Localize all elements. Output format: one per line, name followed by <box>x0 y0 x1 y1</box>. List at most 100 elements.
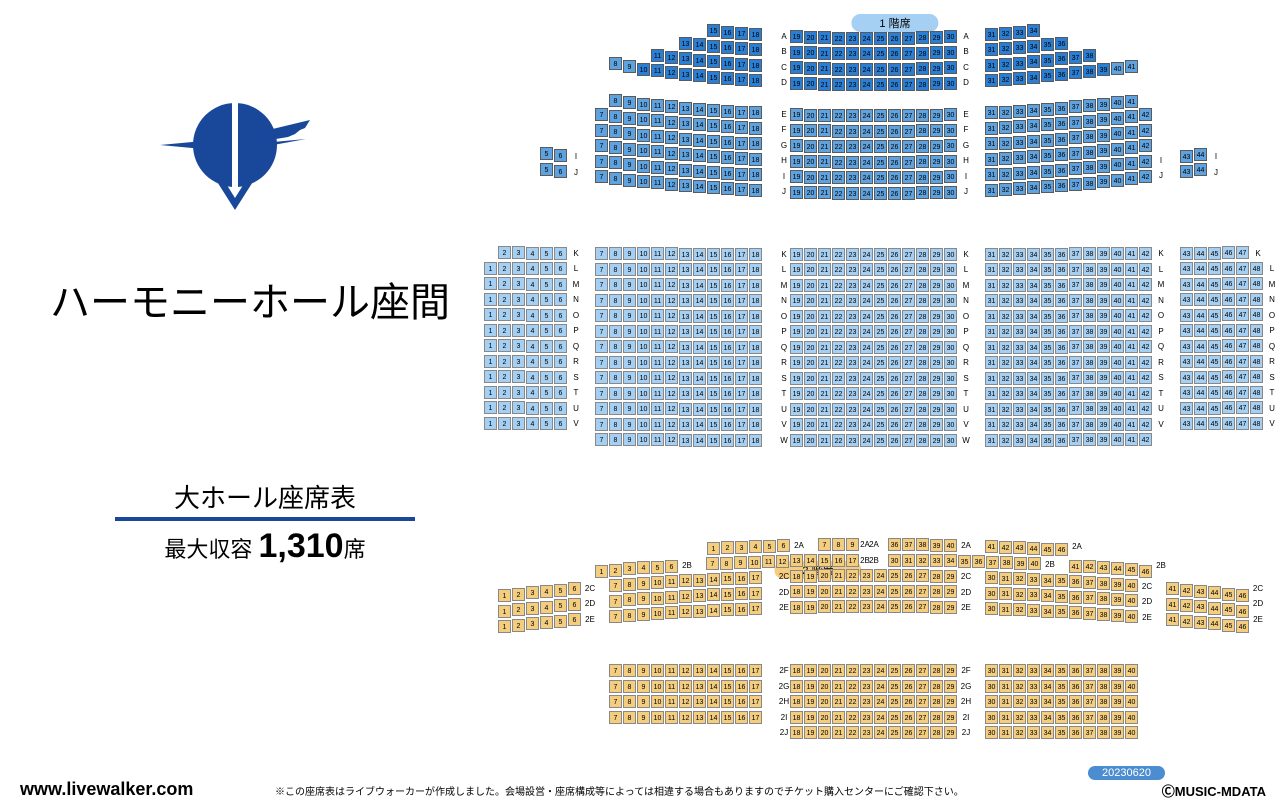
row-label: R <box>569 357 583 366</box>
row-label: U <box>569 404 583 413</box>
seat: 37 <box>1069 51 1082 64</box>
seat: 41 <box>1125 387 1138 400</box>
seat: 1 <box>484 355 497 368</box>
seat: 28 <box>930 601 943 614</box>
seat: 26 <box>888 325 901 338</box>
seat: 22 <box>832 356 845 369</box>
seat: 43 <box>1180 371 1193 384</box>
seat: 2 <box>498 246 511 259</box>
seat: 26 <box>888 356 901 369</box>
seat: 33 <box>1013 182 1026 195</box>
seat: 40 <box>1111 294 1124 307</box>
seat: 19 <box>790 46 803 59</box>
seat: 11 <box>651 325 664 338</box>
seat: 30 <box>944 170 957 183</box>
row-label: P <box>959 327 973 336</box>
seat: 29 <box>930 248 943 261</box>
seat: 6 <box>554 340 567 353</box>
row-label: Q <box>777 343 791 352</box>
seat: 29 <box>930 155 943 168</box>
date-badge: 20230620 <box>1088 766 1165 780</box>
seat: 35 <box>1041 180 1054 193</box>
hall-label: 大ホール座席表 <box>115 478 415 515</box>
seat: 34 <box>1027 166 1040 179</box>
seat: 38 <box>1083 161 1096 174</box>
seat: 13 <box>679 148 692 161</box>
seat: 12 <box>679 605 692 618</box>
seat: 20 <box>804 140 817 153</box>
seat: 14 <box>693 325 706 338</box>
seat: 15 <box>721 711 734 724</box>
seat: 22 <box>832 109 845 122</box>
seat: 13 <box>679 179 692 192</box>
seat: 36 <box>1055 341 1068 354</box>
seat: 11 <box>665 575 678 588</box>
row-label: N <box>1154 296 1168 305</box>
seat: 11 <box>651 340 664 353</box>
seat: 29 <box>944 664 957 677</box>
seat: 48 <box>1250 339 1263 352</box>
seat: 28 <box>916 263 929 276</box>
seat: 31 <box>985 248 998 261</box>
seat: 1 <box>498 605 511 618</box>
seat: 14 <box>693 310 706 323</box>
seat: 39 <box>1097 129 1110 142</box>
seat: 19 <box>804 664 817 677</box>
seat: 29 <box>930 294 943 307</box>
seat: 14 <box>693 248 706 261</box>
seat: 33 <box>1027 726 1040 739</box>
seat: 32 <box>999 294 1012 307</box>
seat: 26 <box>888 125 901 138</box>
seat: 28 <box>916 109 929 122</box>
seat: 34 <box>1041 711 1054 724</box>
seat: 13 <box>679 102 692 115</box>
seat: 12 <box>665 51 678 64</box>
seat: 45 <box>1125 563 1138 576</box>
seat: 25 <box>874 156 887 169</box>
row-label: 2J <box>959 728 973 737</box>
seat: 31 <box>999 664 1012 677</box>
seat: 33 <box>1013 167 1026 180</box>
seat: 16 <box>721 120 734 133</box>
seat: 43 <box>1180 324 1193 337</box>
seat: 37 <box>1069 247 1082 260</box>
seat: 29 <box>930 356 943 369</box>
seat: 35 <box>1041 418 1054 431</box>
seat: 17 <box>735 263 748 276</box>
row-label: 2A <box>959 541 973 550</box>
seat: 23 <box>846 140 859 153</box>
seat: 8 <box>609 387 622 400</box>
seat: 34 <box>1041 726 1054 739</box>
seat: 20 <box>818 600 831 613</box>
seat: 40 <box>1125 579 1138 592</box>
seat: 8 <box>609 278 622 291</box>
seat: 37 <box>1069 387 1082 400</box>
row-label: Q <box>1265 342 1279 351</box>
seat: 3 <box>623 562 636 575</box>
seat: 48 <box>1250 324 1263 337</box>
seat: 5 <box>540 324 553 337</box>
seat: 20 <box>804 310 817 323</box>
seat: 35 <box>1041 403 1054 416</box>
seat: 38 <box>1083 49 1096 62</box>
seat: 3 <box>512 370 525 383</box>
seat: 9 <box>637 592 650 605</box>
seat: 40 <box>1111 127 1124 140</box>
seat: 9 <box>623 96 636 109</box>
seat: 38 <box>1083 99 1096 112</box>
seat: 25 <box>874 125 887 138</box>
seat: 9 <box>623 174 636 187</box>
floor-badge: 1 階席 <box>851 14 938 32</box>
seat: 24 <box>860 418 873 431</box>
row-label: 2G <box>959 682 973 691</box>
seat: 5 <box>540 386 553 399</box>
seat: 5 <box>763 540 776 553</box>
seat: 44 <box>1194 148 1207 161</box>
seat: 27 <box>902 341 915 354</box>
seat: 25 <box>888 711 901 724</box>
seat: 12 <box>665 387 678 400</box>
seat: 30 <box>985 711 998 724</box>
seat: 19 <box>804 695 817 708</box>
seat: 15 <box>707 24 720 37</box>
seat: 42 <box>1139 155 1152 168</box>
